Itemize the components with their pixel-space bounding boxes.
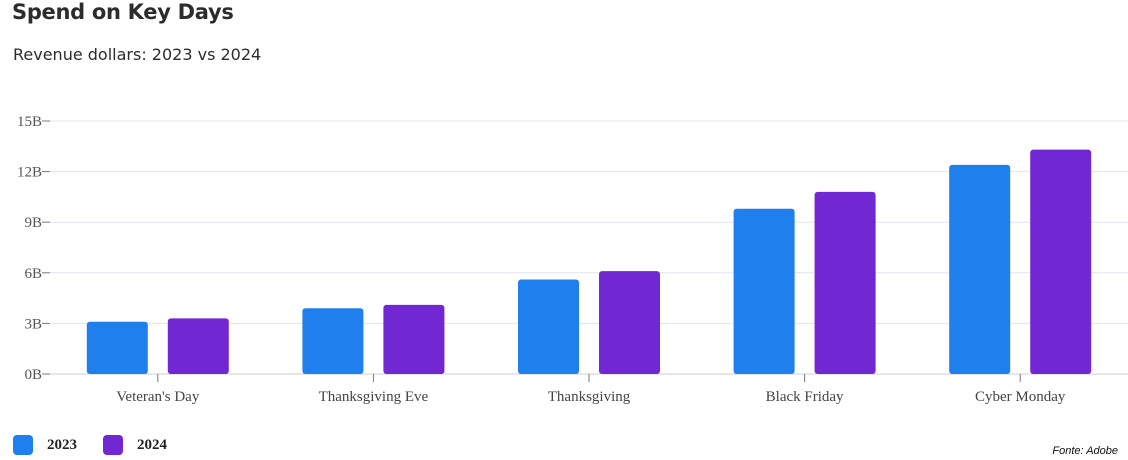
bar-chart: 0B 3B 6B 9B 12B 15B Veteran's Day Thanksgiving … (17, 114, 1128, 405)
chart-title: Spend on Key Days (12, 0, 234, 24)
legend: 2023 2024 (13, 435, 193, 455)
y-tick-label: 15B (17, 114, 42, 130)
y-tick-label: 9B (24, 215, 42, 231)
bar-2024-1[interactable] (383, 304, 445, 374)
bar-2023-2[interactable] (518, 279, 579, 374)
bar-2024-4[interactable] (1030, 149, 1092, 374)
bar-2023-4[interactable] (949, 164, 1011, 374)
source-note: Fonte: Adobe (1052, 445, 1118, 457)
legend-swatch-2023 (13, 435, 33, 455)
x-tick-label: Cyber Monday (975, 389, 1066, 405)
legend-item-2023[interactable]: 2023 (13, 435, 77, 455)
y-tick-label: 0B (24, 367, 42, 383)
chart-subtitle: Revenue dollars: 2023 vs 2024 (13, 45, 262, 64)
x-tick-label: Thanksgiving Eve (319, 389, 429, 405)
legend-swatch-2024 (103, 435, 123, 455)
legend-item-2024[interactable]: 2024 (103, 435, 167, 455)
legend-label-2024: 2024 (137, 436, 167, 453)
bar-2024-3[interactable] (814, 191, 876, 374)
y-tick-label: 6B (24, 266, 42, 282)
legend-label-2023: 2023 (47, 436, 77, 453)
y-tick-label: 3B (24, 316, 42, 332)
bar-2023-0[interactable] (86, 321, 148, 374)
x-tick-label: Black Friday (766, 389, 844, 405)
bar-2023-1[interactable] (302, 308, 364, 374)
y-tick-label: 12B (17, 165, 42, 181)
x-tick-label: Thanksgiving (548, 389, 631, 405)
bar-2023-3[interactable] (733, 208, 795, 374)
x-tick-label: Veteran's Day (116, 389, 200, 405)
bar-2024-2[interactable] (599, 271, 660, 374)
bar-2024-0[interactable] (167, 318, 229, 374)
